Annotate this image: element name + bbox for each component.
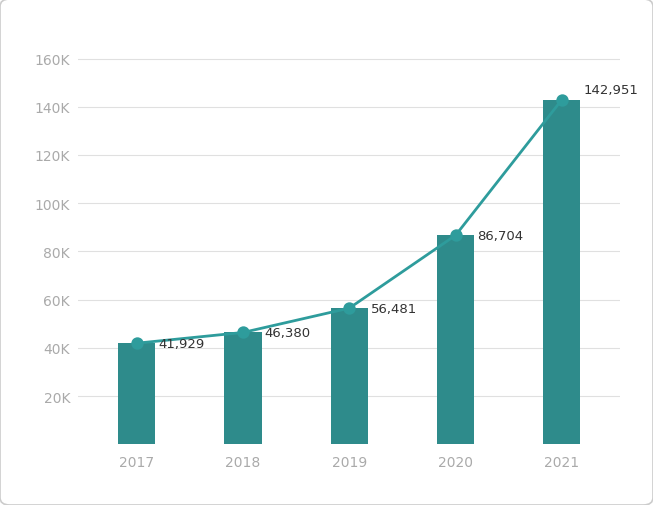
Point bbox=[132, 339, 142, 347]
Bar bbox=[118, 343, 155, 444]
Bar bbox=[225, 333, 262, 444]
Point bbox=[451, 232, 461, 240]
Bar bbox=[437, 236, 474, 444]
Text: 86,704: 86,704 bbox=[477, 229, 523, 242]
Bar bbox=[543, 100, 581, 444]
Point bbox=[344, 305, 355, 313]
Bar bbox=[331, 309, 368, 444]
Text: 142,951: 142,951 bbox=[583, 84, 638, 97]
Text: 41,929: 41,929 bbox=[158, 337, 204, 350]
Text: 56,481: 56,481 bbox=[371, 302, 417, 315]
Point bbox=[238, 329, 248, 337]
Point bbox=[556, 96, 567, 105]
Text: 46,380: 46,380 bbox=[264, 326, 310, 339]
